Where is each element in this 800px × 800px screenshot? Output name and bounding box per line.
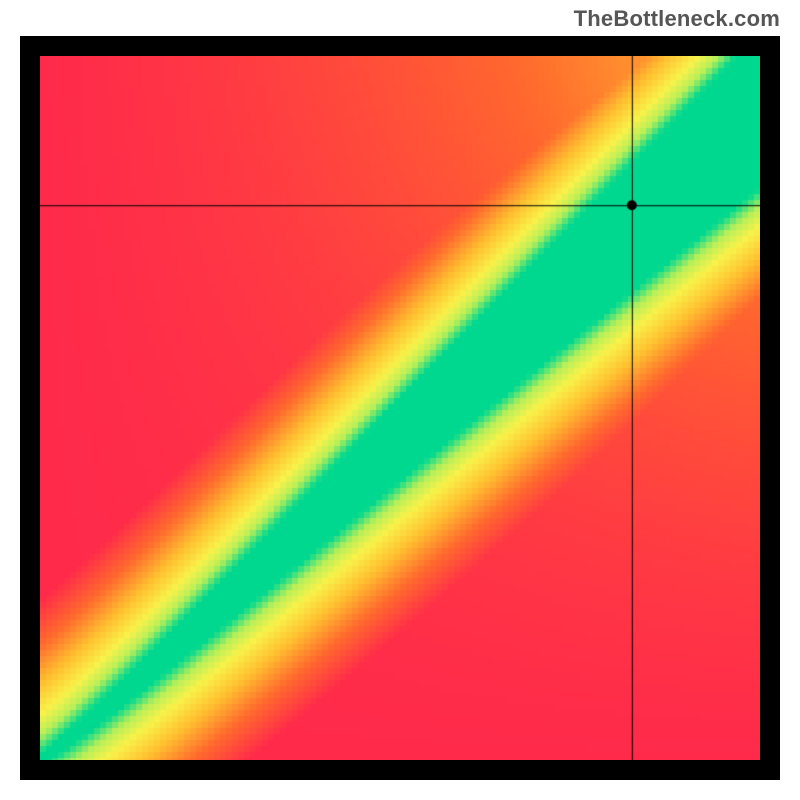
watermark-text: TheBottleneck.com xyxy=(574,6,780,32)
heatmap-canvas xyxy=(40,56,760,760)
heatmap-plot xyxy=(40,56,760,760)
chart-frame xyxy=(20,36,780,780)
